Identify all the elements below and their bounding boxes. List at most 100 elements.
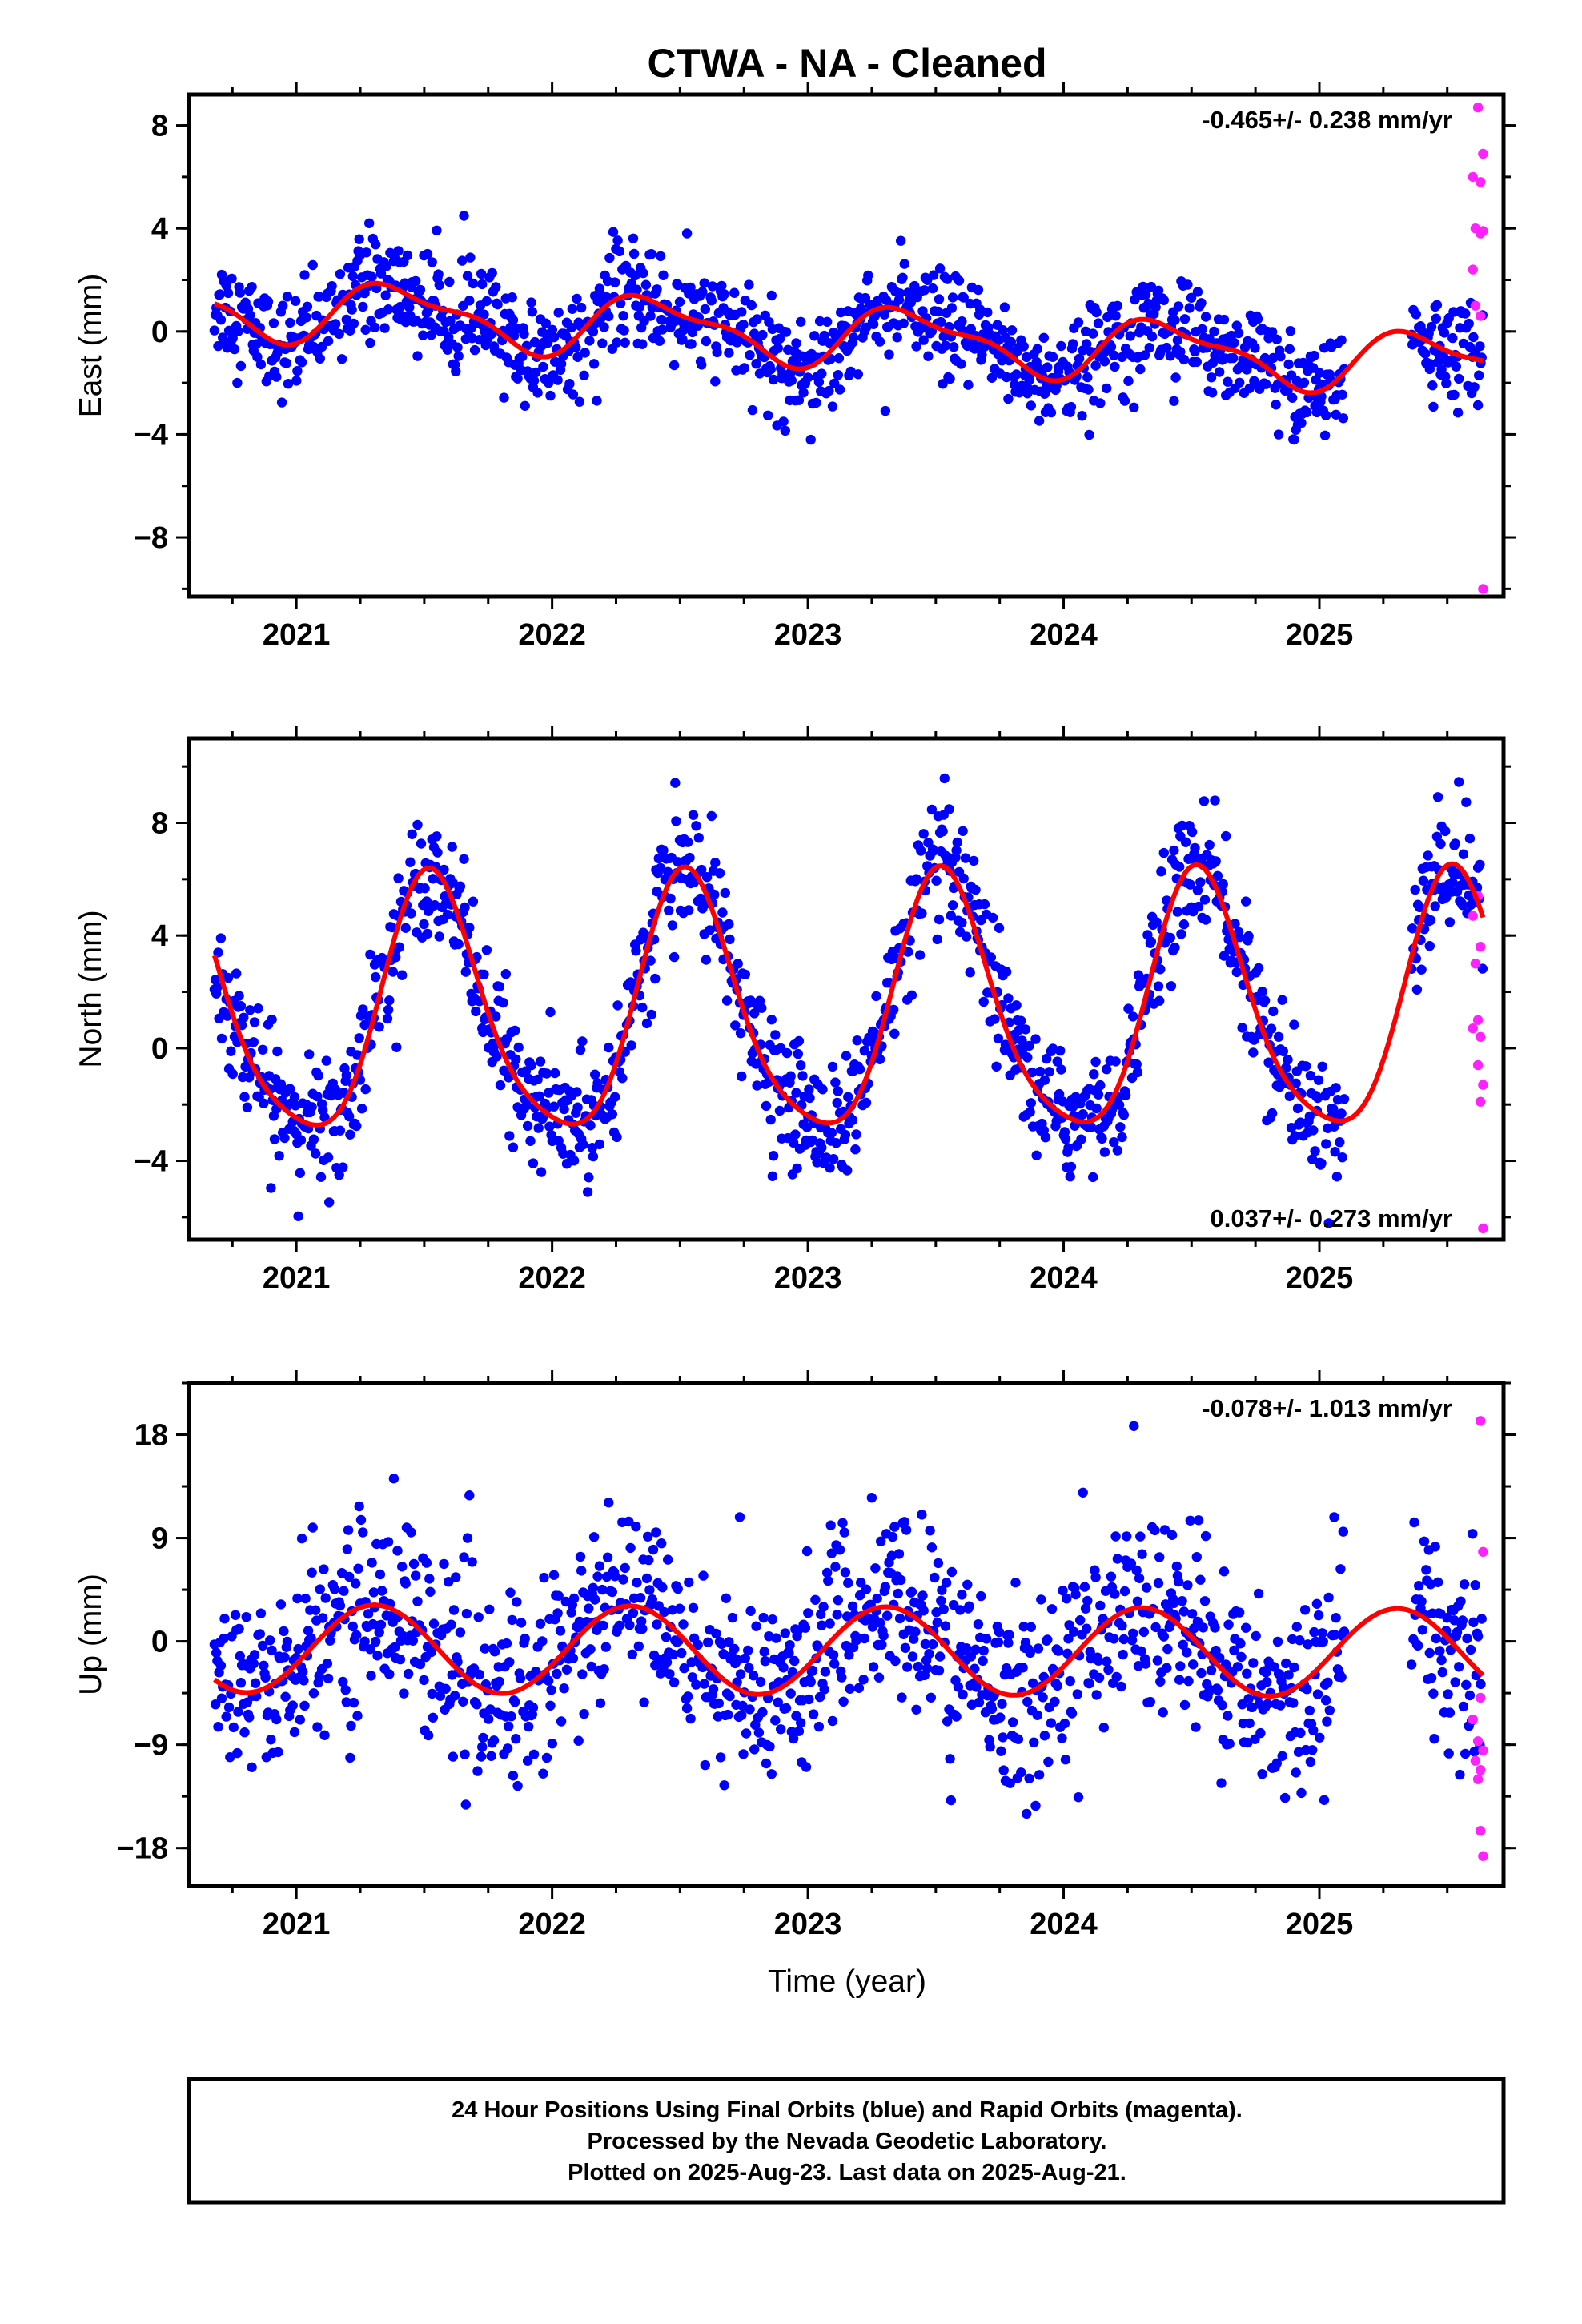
up-final-point xyxy=(375,1619,387,1630)
up-final-point xyxy=(887,1531,898,1542)
up-x-tick-label: 2021 xyxy=(263,1908,331,1941)
up-final-point xyxy=(1073,1792,1084,1803)
up-final-point xyxy=(644,1585,655,1595)
up-final-point xyxy=(818,1602,829,1612)
east-final-point xyxy=(757,329,768,340)
north-final-point xyxy=(650,973,661,984)
east-final-point xyxy=(1139,350,1150,360)
up-final-point xyxy=(953,1682,964,1692)
east-final-point xyxy=(681,228,693,239)
east-final-point xyxy=(418,330,428,340)
east-final-point xyxy=(1447,332,1458,344)
east-final-point xyxy=(1448,307,1459,317)
up-final-point xyxy=(282,1636,293,1647)
up-final-point xyxy=(1199,1596,1211,1606)
up-final-point xyxy=(426,1647,436,1658)
east-y-tick-label: −4 xyxy=(134,418,168,452)
north-final-point xyxy=(612,1000,623,1011)
east-final-point xyxy=(747,404,758,416)
up-final-point xyxy=(425,1586,436,1598)
north-x-tick-label: 2023 xyxy=(774,1261,842,1295)
up-final-point xyxy=(1106,1571,1117,1582)
up-final-point xyxy=(1412,1640,1423,1651)
east-rapid-point xyxy=(1478,148,1488,159)
north-final-point xyxy=(841,1051,852,1061)
east-final-point xyxy=(1077,411,1087,421)
east-final-point xyxy=(958,292,969,303)
north-final-point xyxy=(459,854,469,865)
up-final-point xyxy=(810,1594,821,1606)
north-final-point xyxy=(916,846,926,856)
up-final-point xyxy=(693,1639,703,1651)
up-final-point xyxy=(727,1612,738,1623)
up-final-point xyxy=(749,1744,760,1755)
north-final-point xyxy=(313,1070,323,1081)
up-final-point xyxy=(528,1703,539,1713)
east-final-point xyxy=(411,275,421,287)
up-final-point xyxy=(958,1689,968,1700)
up-final-point xyxy=(358,1527,368,1538)
north-final-point xyxy=(757,1003,767,1013)
up-final-point xyxy=(1419,1536,1430,1547)
up-final-point xyxy=(359,1636,370,1647)
north-final-point xyxy=(1190,842,1200,854)
east-final-point xyxy=(923,351,934,361)
north-final-point xyxy=(455,881,466,891)
east-final-point xyxy=(538,361,548,372)
north-final-point xyxy=(1022,1052,1033,1063)
north-final-point xyxy=(239,1012,249,1023)
up-final-point xyxy=(889,1522,900,1532)
east-final-point xyxy=(445,316,456,326)
up-final-point xyxy=(610,1571,620,1582)
up-final-point xyxy=(219,1634,229,1644)
up-final-point xyxy=(922,1663,933,1674)
up-final-point xyxy=(588,1532,600,1542)
up-final-point xyxy=(449,1691,460,1701)
east-final-point xyxy=(1431,313,1442,324)
up-final-point xyxy=(893,1588,904,1599)
up-final-point xyxy=(1470,1580,1480,1590)
north-final-point xyxy=(612,1132,622,1143)
up-final-point xyxy=(748,1671,759,1681)
up-final-point xyxy=(1223,1619,1234,1630)
north-final-point xyxy=(558,1148,568,1159)
up-final-point xyxy=(336,1568,347,1578)
north-final-point xyxy=(697,864,707,875)
east-final-point xyxy=(710,376,721,387)
up-final-point xyxy=(878,1630,889,1641)
up-final-point xyxy=(796,1718,806,1728)
up-final-point xyxy=(1080,1603,1091,1614)
north-final-point xyxy=(400,923,411,933)
north-final-point xyxy=(1060,1133,1071,1144)
up-final-point xyxy=(366,1671,376,1681)
north-final-point xyxy=(842,1165,853,1176)
up-final-point xyxy=(1317,1628,1327,1638)
up-final-point xyxy=(265,1635,275,1646)
east-final-point xyxy=(526,297,536,308)
north-final-point xyxy=(215,933,227,943)
north-final-point xyxy=(594,1139,605,1150)
east-final-point xyxy=(553,308,564,318)
north-final-point xyxy=(859,1045,870,1056)
up-final-point xyxy=(462,1533,473,1543)
north-final-point xyxy=(1040,1132,1051,1143)
up-final-point xyxy=(1135,1531,1146,1542)
footer-line-1: 24 Hour Positions Using Final Orbits (bl… xyxy=(452,2097,1243,2123)
up-final-point xyxy=(595,1698,606,1708)
east-y-axis-label: East (mm) xyxy=(74,274,108,418)
east-final-point xyxy=(1472,400,1484,411)
north-final-point xyxy=(588,1151,599,1162)
up-final-point xyxy=(228,1722,239,1733)
north-final-point xyxy=(970,884,981,895)
east-final-point xyxy=(301,312,311,323)
up-final-point xyxy=(780,1628,790,1638)
east-rapid-point xyxy=(1472,102,1484,113)
north-final-point xyxy=(226,1046,236,1056)
up-final-point xyxy=(1159,1525,1170,1535)
east-final-point xyxy=(1146,332,1158,342)
east-final-point xyxy=(1186,292,1197,303)
east-final-point xyxy=(949,342,959,352)
east-final-point xyxy=(402,250,413,261)
up-final-point xyxy=(279,1652,290,1663)
up-final-point xyxy=(1295,1727,1306,1739)
